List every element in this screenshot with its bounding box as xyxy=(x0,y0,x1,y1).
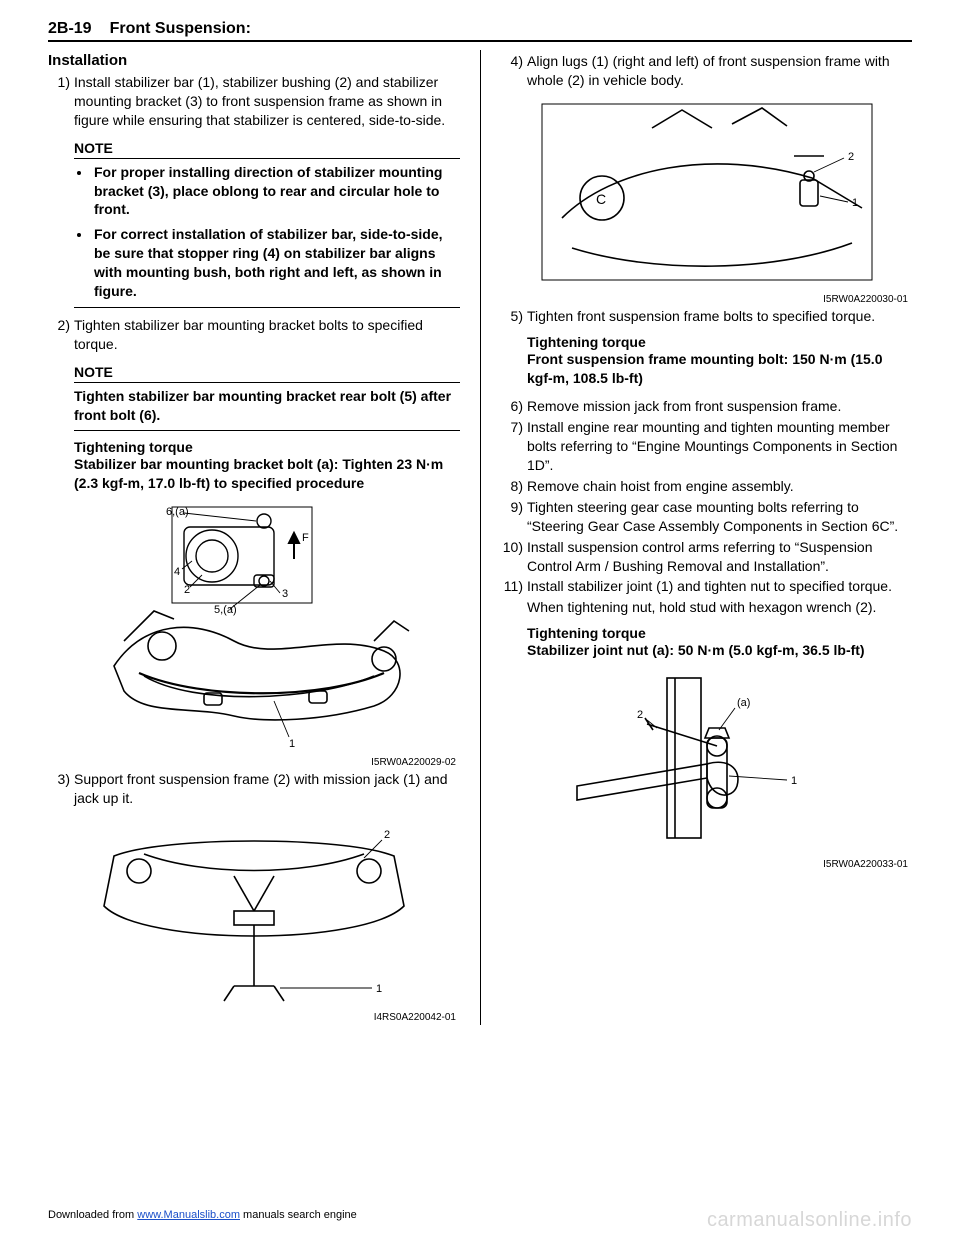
left-column: Installation 1) Install stabilizer bar (… xyxy=(48,50,480,1025)
page-number: 2B-19 xyxy=(48,20,92,38)
step-body: Install suspension control arms referrin… xyxy=(527,538,912,576)
step-body: Support front suspension frame (2) with … xyxy=(74,770,460,808)
svg-text:C: C xyxy=(596,191,606,207)
figure-4: (a) 2 1 I5RW0A220033-01 xyxy=(501,668,912,870)
install-heading: Installation xyxy=(48,52,460,69)
tightening-torque-body: Front suspension frame mounting bolt: 15… xyxy=(527,350,912,388)
tightening-torque-head: Tightening torque xyxy=(527,334,912,350)
step-num: 4) xyxy=(501,52,527,90)
download-source: Downloaded from www.Manualslib.com manua… xyxy=(48,1209,357,1232)
fig4-label-a: (a) xyxy=(737,697,750,709)
step-body: Remove chain hoist from engine assembly. xyxy=(527,477,912,496)
note-bullet: For correct installation of stabilizer b… xyxy=(92,225,460,301)
fig1-label-6a: 6,(a) xyxy=(166,506,189,518)
tightening-torque-head: Tightening torque xyxy=(74,439,460,455)
fig3-label-2: 2 xyxy=(848,151,854,163)
note-label: NOTE xyxy=(74,140,460,156)
fig1-label-1: 1 xyxy=(289,738,295,750)
step-1: 1) Install stabilizer bar (1), stabilize… xyxy=(48,73,460,130)
dl-prefix: Downloaded from xyxy=(48,1209,137,1221)
fig1-label-4: 4 xyxy=(174,566,180,578)
step-body: Remove mission jack from front suspensio… xyxy=(527,397,912,416)
fig3-label-1: 1 xyxy=(852,197,858,209)
figure-id: I5RW0A220030-01 xyxy=(501,294,908,305)
step-body: Align lugs (1) (right and left) of front… xyxy=(527,52,912,90)
note-rule xyxy=(74,430,460,431)
step-11: 11) Install stabilizer joint (1) and tig… xyxy=(501,577,912,596)
step-9: 9) Tighten steering gear case mounting b… xyxy=(501,498,912,536)
step-body: Install engine rear mounting and tighten… xyxy=(527,418,912,475)
note-bullets: For proper installing direction of stabi… xyxy=(92,163,460,301)
step-body: Tighten steering gear case mounting bolt… xyxy=(527,498,912,536)
step-body: Install stabilizer joint (1) and tighten… xyxy=(527,577,912,596)
note-rule xyxy=(74,382,460,383)
step-5: 5) Tighten front suspension frame bolts … xyxy=(501,307,912,326)
note-label: NOTE xyxy=(74,364,460,380)
step-7: 7) Install engine rear mounting and tigh… xyxy=(501,418,912,475)
figure-3: C 2 1 I5RW0A220030-01 xyxy=(501,98,912,305)
fig1-label-5a: 5,(a) xyxy=(214,604,237,616)
tightening-torque-head: Tightening torque xyxy=(527,625,912,641)
step-num: 9) xyxy=(501,498,527,536)
step-num: 1) xyxy=(48,73,74,130)
step-body: Tighten front suspension frame bolts to … xyxy=(527,307,912,326)
fig1-label-3: 3 xyxy=(282,588,288,600)
figure-2: 2 1 I4RS0A220042-01 xyxy=(48,816,460,1023)
manualslib-link[interactable]: www.Manualslib.com xyxy=(137,1209,240,1221)
note-rule xyxy=(74,158,460,159)
fig2-label-2: 2 xyxy=(384,829,390,841)
step-num: 5) xyxy=(501,307,527,326)
step-num: 8) xyxy=(501,477,527,496)
note-rule xyxy=(74,307,460,308)
tightening-torque-body: Stabilizer joint nut (a): 50 N·m (5.0 kg… xyxy=(527,641,912,660)
fig4-label-2: 2 xyxy=(637,709,643,721)
tightening-torque-body: Stabilizer bar mounting bracket bolt (a)… xyxy=(74,455,460,493)
fig1-label-2: 2 xyxy=(184,584,190,596)
step-3: 3) Support front suspension frame (2) wi… xyxy=(48,770,460,808)
fig4-label-1: 1 xyxy=(791,775,797,787)
note-body: Tighten stabilizer bar mounting bracket … xyxy=(74,387,460,425)
step-6: 6) Remove mission jack from front suspen… xyxy=(501,397,912,416)
step-11-sub: When tightening nut, hold stud with hexa… xyxy=(527,598,912,617)
step-num: 3) xyxy=(48,770,74,808)
step-body: Install stabilizer bar (1), stabilizer b… xyxy=(74,73,460,130)
figure-1: F 6,(a) 4 2 3 5,(a) xyxy=(48,501,460,768)
step-num: 7) xyxy=(501,418,527,475)
step-num: 11) xyxy=(501,577,527,596)
page-header: 2B-19 Front Suspension: xyxy=(48,20,912,42)
fig1-label-F: F xyxy=(302,532,309,544)
dl-suffix: manuals search engine xyxy=(240,1209,357,1221)
step-num: 10) xyxy=(501,538,527,576)
step-10: 10) Install suspension control arms refe… xyxy=(501,538,912,576)
section-title: Front Suspension: xyxy=(110,20,251,38)
page-footer: Downloaded from www.Manualslib.com manua… xyxy=(0,1209,960,1232)
note-bullet: For proper installing direction of stabi… xyxy=(92,163,460,220)
figure-id: I5RW0A220029-02 xyxy=(48,757,456,768)
step-8: 8) Remove chain hoist from engine assemb… xyxy=(501,477,912,496)
fig2-label-1: 1 xyxy=(376,983,382,995)
step-num: 6) xyxy=(501,397,527,416)
figure-id: I4RS0A220042-01 xyxy=(48,1012,456,1023)
step-num: 2) xyxy=(48,316,74,354)
step-4: 4) Align lugs (1) (right and left) of fr… xyxy=(501,52,912,90)
right-column: 4) Align lugs (1) (right and left) of fr… xyxy=(480,50,912,1025)
watermark: carmanualsonline.info xyxy=(707,1209,912,1232)
step-2: 2) Tighten stabilizer bar mounting brack… xyxy=(48,316,460,354)
figure-id: I5RW0A220033-01 xyxy=(501,859,908,870)
step-body: Tighten stabilizer bar mounting bracket … xyxy=(74,316,460,354)
